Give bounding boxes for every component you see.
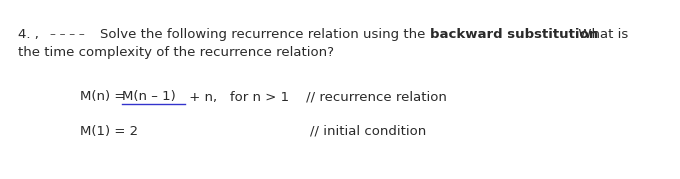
Text: M(n) =: M(n) =	[80, 90, 130, 103]
Text: . What is: . What is	[570, 28, 628, 41]
Text: 4. ,: 4. ,	[18, 28, 39, 41]
Text: // initial condition: // initial condition	[310, 125, 426, 138]
Text: backward substitution: backward substitution	[430, 28, 598, 41]
Text: Solve the following recurrence relation using the: Solve the following recurrence relation …	[100, 28, 430, 41]
Text: M(n – 1): M(n – 1)	[122, 90, 175, 103]
Text: + n,   for n > 1    // recurrence relation: + n, for n > 1 // recurrence relation	[185, 90, 447, 103]
Text: the time complexity of the recurrence relation?: the time complexity of the recurrence re…	[18, 46, 334, 59]
Text: – – – –: – – – –	[50, 28, 85, 41]
Text: M(1) = 2: M(1) = 2	[80, 125, 138, 138]
